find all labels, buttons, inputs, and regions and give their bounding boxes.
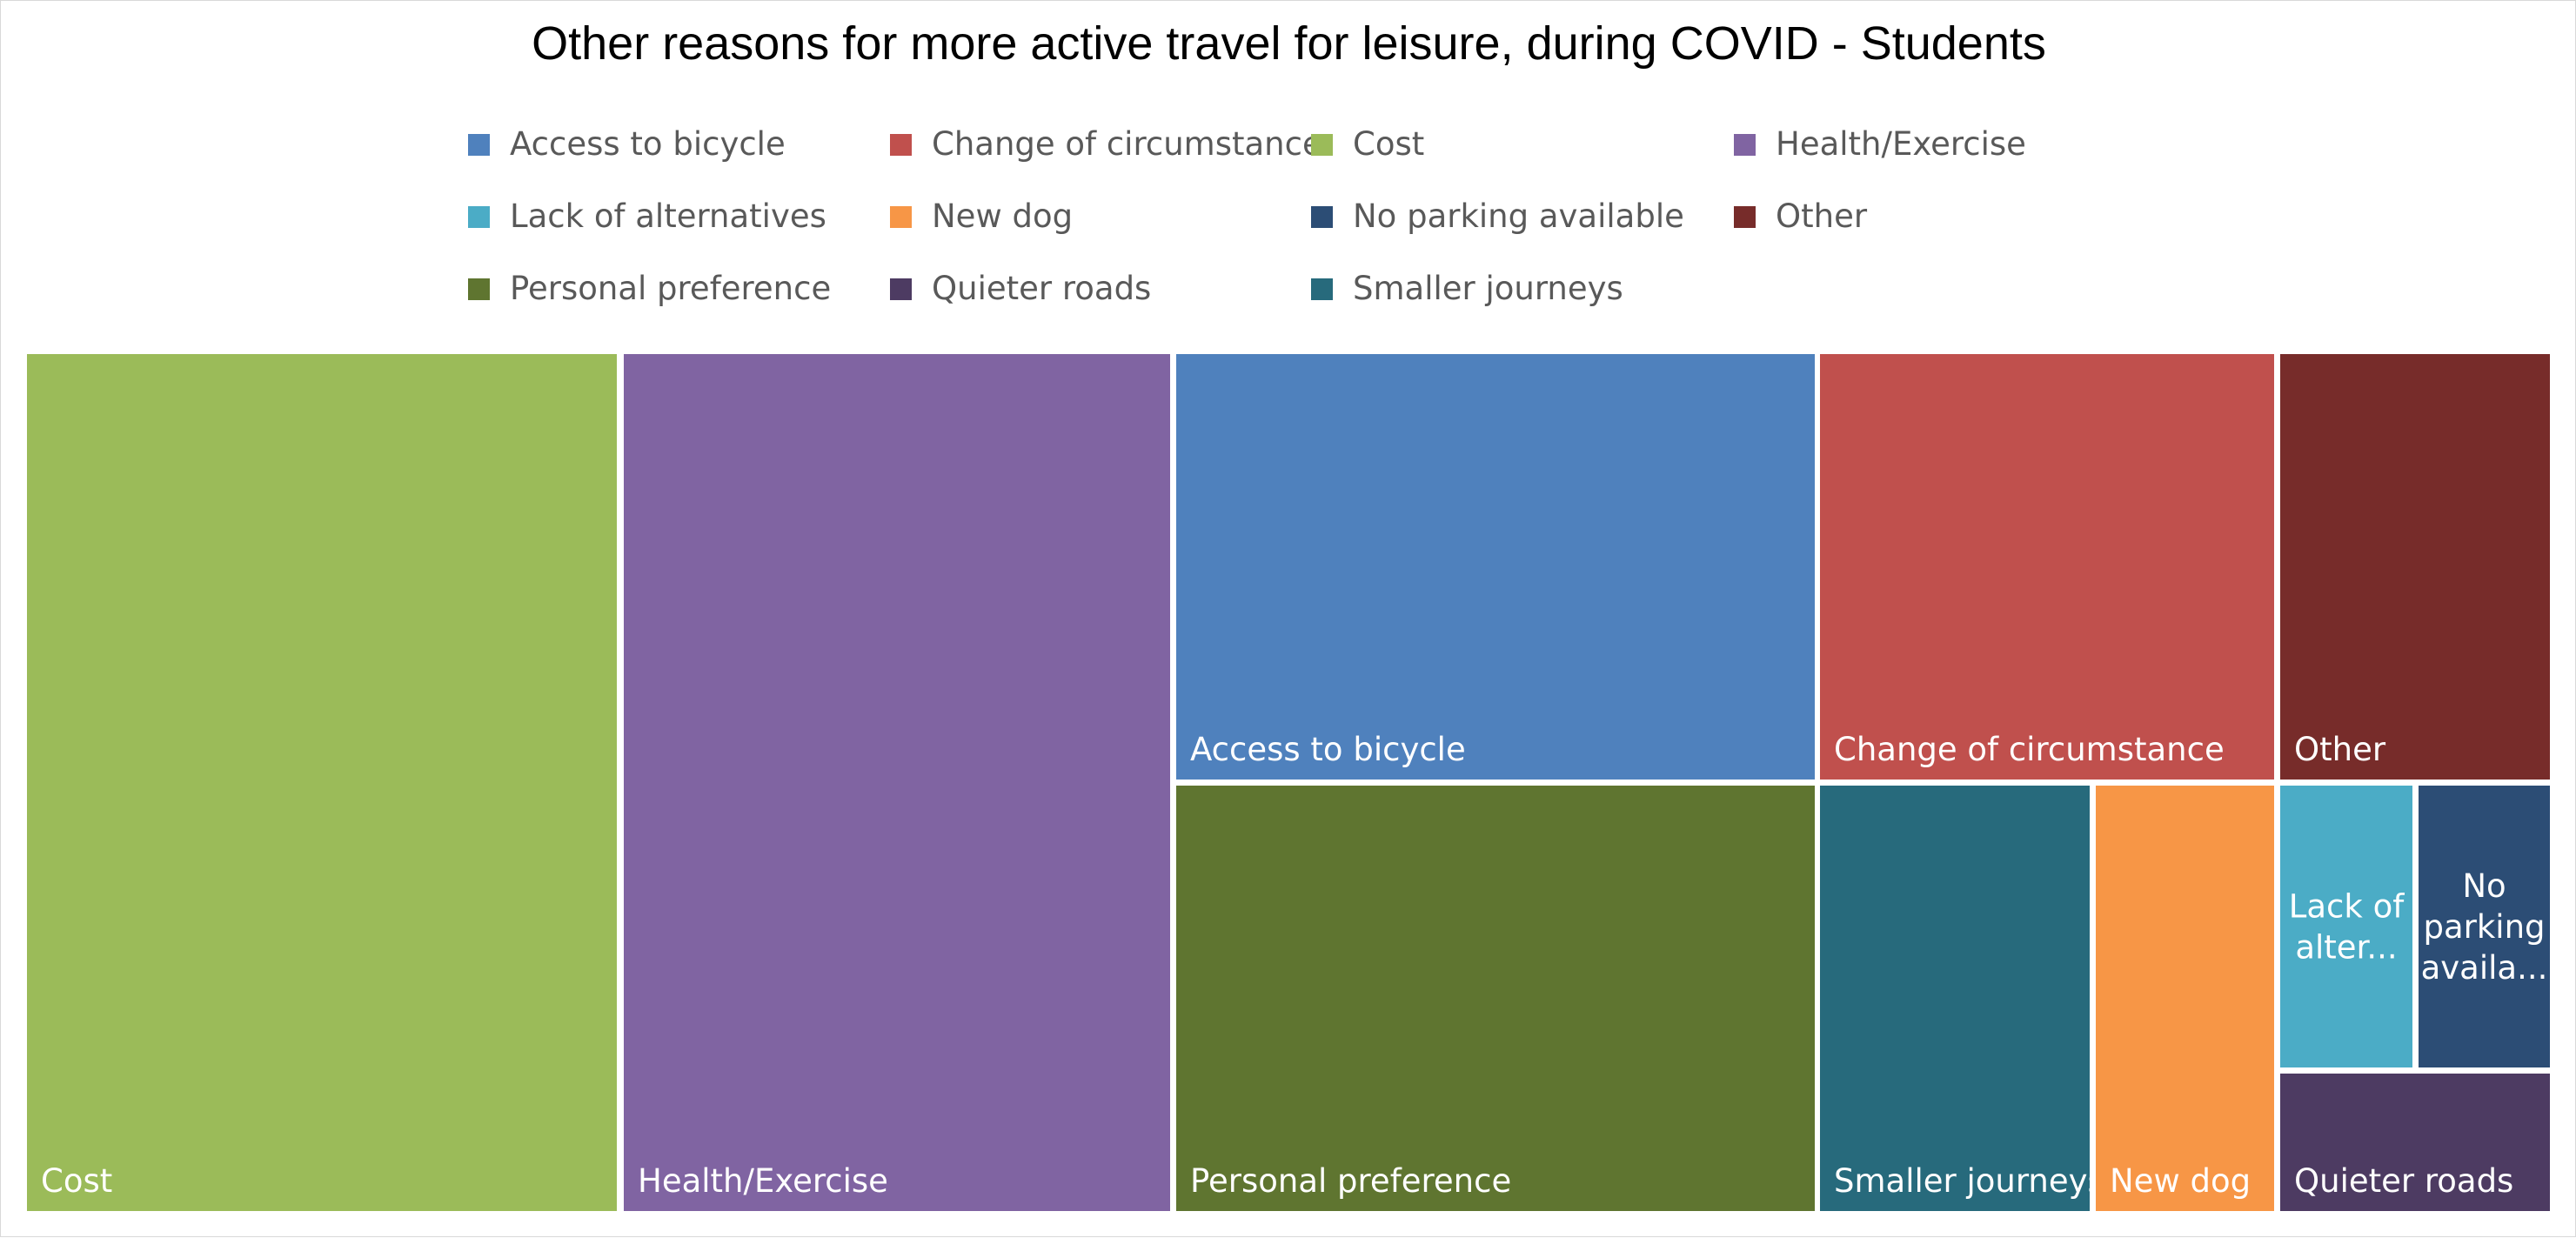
tile-label-change-of-circumstance: Change of circumstance [1834, 731, 2225, 768]
legend-swatch [1734, 134, 1756, 156]
tile-no-parking-available [2419, 786, 2550, 1067]
tile-new-dog [2096, 786, 2274, 1211]
legend-label: Personal preference [510, 270, 832, 307]
tile-label-quieter-roads: Quieter roads [2294, 1162, 2513, 1200]
tile-label-health-exercise: Health/Exercise [638, 1162, 888, 1200]
legend-label: Smaller journeys [1353, 270, 1623, 307]
legend-label: Health/Exercise [1776, 125, 2026, 163]
legend-label: No parking available [1353, 197, 1684, 235]
tile-label-cost: Cost [41, 1162, 112, 1200]
tile-cost [27, 354, 617, 1211]
legend-swatch [1311, 206, 1333, 228]
tile-label-personal-preference: Personal preference [1190, 1162, 1511, 1200]
legend-swatch [468, 278, 490, 300]
tile-lack-of-alternatives [2280, 786, 2412, 1067]
legend-label: Other [1776, 197, 1868, 235]
legend-label: Cost [1353, 125, 1425, 163]
legend-label: Lack of alternatives [510, 197, 826, 235]
legend-label: New dog [932, 197, 1074, 235]
legend-swatch [1311, 134, 1333, 156]
tile-label-no-parking-available: No [2462, 867, 2506, 905]
legend-swatch [890, 134, 912, 156]
tile-smaller-journeys [1820, 786, 2090, 1211]
tile-quieter-roads [2280, 1074, 2550, 1211]
legend-label: Change of circumstance [932, 125, 1322, 163]
tile-personal-preference [1176, 786, 1815, 1211]
legend-swatch [890, 206, 912, 228]
tile-label-no-parking-available: parking [2423, 908, 2545, 946]
legend-swatch [1311, 278, 1333, 300]
tile-access-to-bicycle [1176, 354, 1815, 780]
legend-swatch [468, 206, 490, 228]
tile-label-access-to-bicycle: Access to bicycle [1190, 731, 1466, 768]
tile-health-exercise [624, 354, 1170, 1211]
tile-label-new-dog: New dog [2110, 1162, 2251, 1200]
legend-swatch [890, 278, 912, 300]
legend-label: Quieter roads [932, 270, 1152, 307]
tile-label-smaller-journeys: Smaller journeys [1834, 1162, 2104, 1200]
legend-swatch [1734, 206, 1756, 228]
tile-label-lack-of-alternatives: alter... [2295, 929, 2397, 967]
chart-title: Other reasons for more active travel for… [532, 17, 2046, 70]
tile-other [2280, 354, 2550, 780]
tile-change-of-circumstance [1820, 354, 2274, 780]
legend-swatch [468, 134, 490, 156]
tile-label-lack-of-alternatives: Lack of [2289, 888, 2405, 926]
tile-label-other: Other [2294, 731, 2386, 768]
legend-label: Access to bicycle [510, 125, 786, 163]
tile-label-no-parking-available: availa... [2421, 949, 2548, 987]
